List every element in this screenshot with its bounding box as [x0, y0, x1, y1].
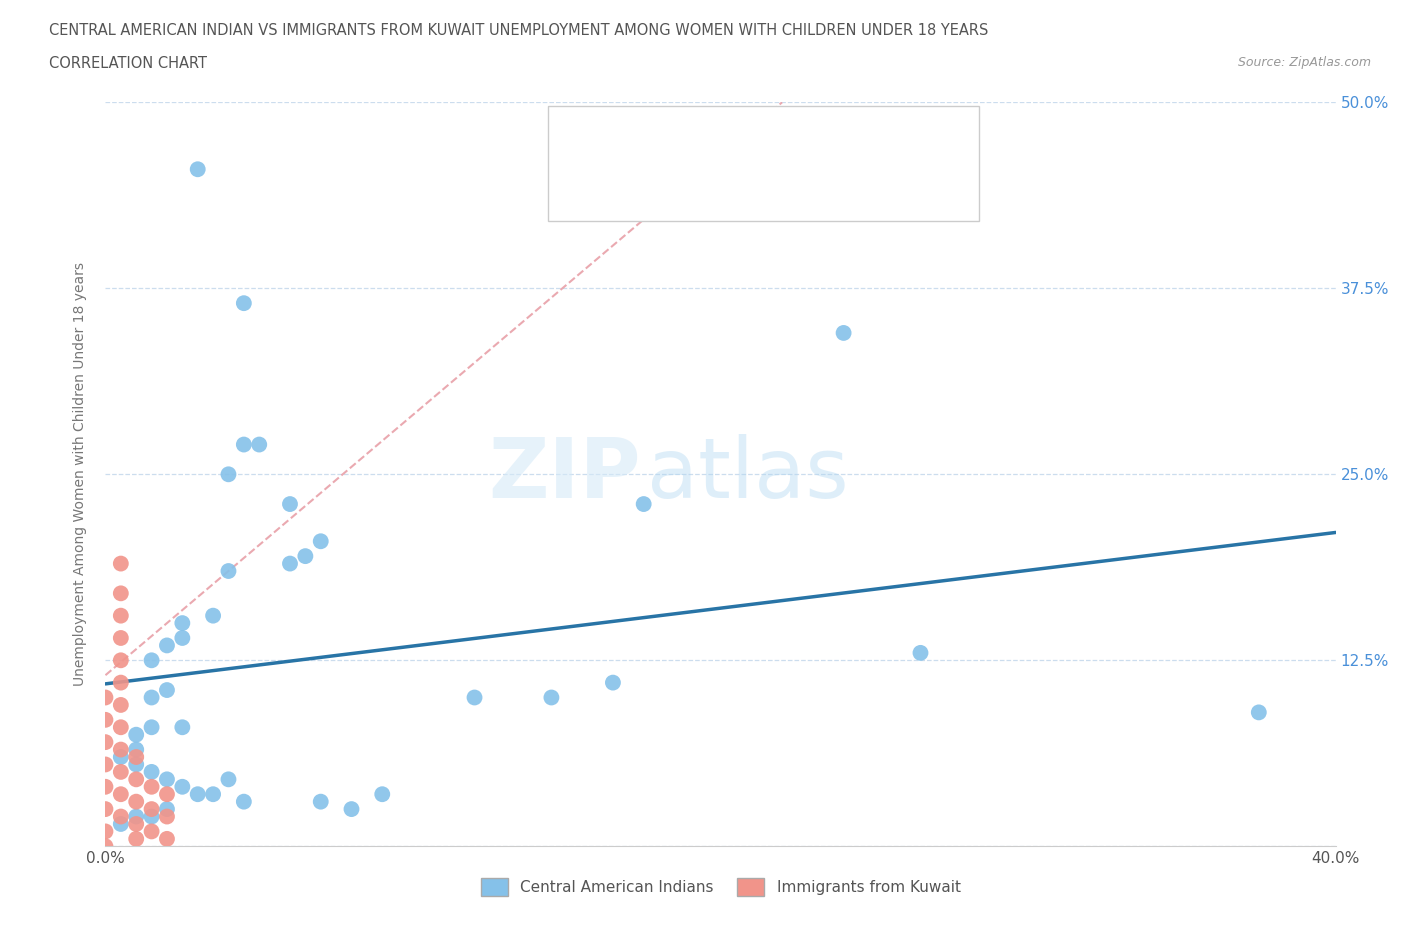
- Y-axis label: Unemployment Among Women with Children Under 18 years: Unemployment Among Women with Children U…: [73, 262, 87, 686]
- Point: [94, 802, 117, 817]
- Legend: Central American Indians, Immigrants from Kuwait: Central American Indians, Immigrants fro…: [475, 872, 966, 902]
- Point: [218, 564, 240, 578]
- Point: [94, 839, 117, 854]
- Point: [218, 467, 240, 482]
- Point: [110, 720, 132, 735]
- Point: [633, 497, 655, 512]
- Point: [247, 437, 270, 452]
- Point: [94, 712, 117, 727]
- Point: [110, 698, 132, 712]
- Text: ZIP: ZIP: [488, 433, 641, 515]
- Point: [141, 720, 163, 735]
- Point: [156, 638, 179, 653]
- Point: [156, 772, 179, 787]
- Point: [278, 497, 301, 512]
- Point: [141, 653, 163, 668]
- Point: [141, 764, 163, 779]
- Text: CENTRAL AMERICAN INDIAN VS IMMIGRANTS FROM KUWAIT UNEMPLOYMENT AMONG WOMEN WITH : CENTRAL AMERICAN INDIAN VS IMMIGRANTS FR…: [49, 23, 988, 38]
- Point: [94, 824, 117, 839]
- Point: [540, 690, 562, 705]
- Point: [110, 764, 132, 779]
- Point: [202, 787, 225, 802]
- Point: [94, 757, 117, 772]
- Point: [172, 616, 194, 631]
- Point: [141, 809, 163, 824]
- Text: CORRELATION CHART: CORRELATION CHART: [49, 56, 207, 71]
- Point: [110, 675, 132, 690]
- Point: [156, 831, 179, 846]
- Point: [125, 750, 148, 764]
- Text: atlas: atlas: [647, 433, 848, 515]
- Point: [94, 779, 117, 794]
- Point: [125, 817, 148, 831]
- Point: [218, 772, 240, 787]
- Point: [110, 653, 132, 668]
- Point: [172, 779, 194, 794]
- Point: [110, 556, 132, 571]
- Point: [156, 683, 179, 698]
- Point: [1247, 705, 1270, 720]
- Point: [172, 720, 194, 735]
- Point: [371, 787, 394, 802]
- Text: Source: ZipAtlas.com: Source: ZipAtlas.com: [1237, 56, 1371, 69]
- Point: [125, 772, 148, 787]
- Point: [172, 631, 194, 645]
- Point: [110, 586, 132, 601]
- Point: [141, 802, 163, 817]
- Point: [125, 757, 148, 772]
- Point: [602, 675, 624, 690]
- Point: [125, 809, 148, 824]
- Point: [309, 794, 332, 809]
- Point: [156, 802, 179, 817]
- Point: [110, 631, 132, 645]
- Point: [294, 549, 316, 564]
- Point: [309, 534, 332, 549]
- Point: [110, 742, 132, 757]
- Point: [94, 690, 117, 705]
- Point: [125, 794, 148, 809]
- Point: [110, 817, 132, 831]
- Point: [94, 735, 117, 750]
- Point: [110, 608, 132, 623]
- Point: [125, 831, 148, 846]
- Point: [464, 690, 486, 705]
- Point: [110, 750, 132, 764]
- Point: [125, 742, 148, 757]
- Point: [187, 787, 209, 802]
- Point: [232, 437, 254, 452]
- Point: [110, 809, 132, 824]
- Point: [910, 645, 932, 660]
- Point: [202, 608, 225, 623]
- Point: [141, 690, 163, 705]
- Point: [278, 556, 301, 571]
- Point: [156, 787, 179, 802]
- Point: [832, 326, 855, 340]
- Point: [232, 296, 254, 311]
- Point: [340, 802, 363, 817]
- Point: [187, 162, 209, 177]
- Point: [156, 809, 179, 824]
- Point: [141, 824, 163, 839]
- Point: [110, 787, 132, 802]
- Point: [125, 727, 148, 742]
- Point: [141, 779, 163, 794]
- Point: [232, 794, 254, 809]
